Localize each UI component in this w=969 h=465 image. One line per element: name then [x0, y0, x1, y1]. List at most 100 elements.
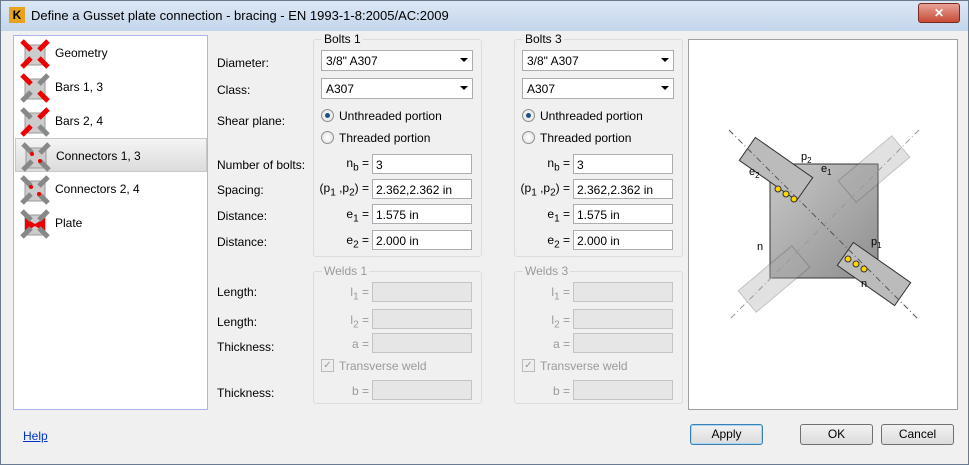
diagram-p2-label: p2 — [801, 151, 812, 165]
e2-symbol: e2 = — [547, 233, 570, 251]
bar-ghost-top-right — [837, 135, 911, 203]
p-symbol: (p1 ,p2) = — [319, 181, 369, 199]
welds1-transverse-label: Transverse weld — [339, 359, 427, 373]
welds3-transverse-checkbox[interactable]: ✓ — [522, 359, 535, 372]
spacing-label: Spacing: — [217, 183, 264, 197]
bolts1-unthreaded-radio[interactable] — [321, 109, 334, 122]
welds1-title: Welds 1 — [322, 264, 370, 278]
welds3-title: Welds 3 — [523, 264, 571, 278]
welds3-l1-input[interactable] — [573, 282, 673, 302]
chevron-down-icon — [460, 86, 468, 90]
welds1-transverse-checkbox[interactable]: ✓ — [321, 359, 334, 372]
bolts1-spacing-input[interactable]: 2.362,2.362 in — [372, 179, 472, 199]
number-of-bolts-label: Number of bolts: — [217, 158, 306, 172]
sidebar-item[interactable]: Bars 2, 4 — [15, 104, 207, 138]
nb-symbol: nb = — [346, 156, 369, 174]
bar-ghost-bottom-left — [737, 245, 811, 313]
chevron-down-icon — [661, 58, 669, 62]
welds3-group: Welds 3 — [514, 264, 683, 404]
section-icon — [20, 107, 50, 137]
bolts3-title: Bolts 3 — [523, 32, 564, 46]
apply-button[interactable]: Apply — [690, 424, 763, 445]
connection-diagram: p2 e1 e2 p1 n n — [688, 39, 958, 410]
welds3-l2-input[interactable] — [573, 309, 673, 329]
diagram-e1-label: e1 — [821, 163, 832, 177]
bolts3-nb-input[interactable]: 3 — [573, 154, 673, 174]
cancel-button[interactable]: Cancel — [881, 424, 954, 445]
bolts1-e1-input[interactable]: 1.575 in — [372, 204, 472, 224]
bolts3-spacing-input[interactable]: 2.362,2.362 in — [573, 179, 673, 199]
section-icon — [21, 142, 51, 172]
sidebar-item[interactable]: Bars 1, 3 — [15, 70, 207, 104]
l2-symbol: l2 = — [350, 313, 369, 331]
welds3-transverse-label: Transverse weld — [540, 359, 628, 373]
shear-plane-label: Shear plane: — [217, 114, 286, 128]
welds3-a-input[interactable] — [573, 333, 673, 353]
a-symbol: a = — [351, 337, 369, 351]
help-link[interactable]: Help — [23, 429, 48, 443]
welds1-b-input[interactable] — [372, 380, 472, 400]
bolts3-unthreaded-radio[interactable] — [522, 109, 535, 122]
thickness-b-label: Thickness: — [217, 386, 275, 400]
ok-button[interactable]: OK — [800, 424, 873, 445]
diagram-n-label: n — [861, 278, 867, 290]
bolts3-e1-input[interactable]: 1.575 in — [573, 204, 673, 224]
distance-e2-label: Distance: — [217, 235, 268, 249]
bolts3-threaded-label: Threaded portion — [540, 131, 632, 145]
sidebar-item-label: Plate — [55, 216, 83, 230]
class-label: Class: — [217, 83, 251, 97]
thickness-a-label: Thickness: — [217, 340, 275, 354]
bar-3-bottom-right — [836, 241, 912, 307]
l2-symbol: l2 = — [551, 313, 570, 331]
bolts3-diameter-select[interactable]: 3/8" A307 — [522, 50, 674, 71]
sidebar-item[interactable]: Plate — [15, 206, 207, 240]
bolts1-diameter-select[interactable]: 3/8" A307 — [321, 50, 473, 71]
nb-symbol: nb = — [547, 156, 570, 174]
sidebar-item[interactable]: Connectors 2, 4 — [15, 172, 207, 206]
l1-symbol: l1 = — [551, 285, 570, 303]
section-icon — [20, 175, 50, 205]
bolts1-threaded-label: Threaded portion — [339, 131, 431, 145]
chevron-down-icon — [661, 86, 669, 90]
bolts3-group: Bolts 3 — [514, 32, 683, 257]
welds3-b-input[interactable] — [573, 380, 673, 400]
section-list: Geometry Bars 1, 3 Bars 2, 4 Connectors 1, … — [13, 35, 208, 410]
welds1-a-input[interactable] — [372, 333, 472, 353]
close-button[interactable]: ✕ — [918, 3, 960, 23]
bolts3-class-select[interactable]: A307 — [522, 78, 674, 99]
sidebar-item-label: Bars 2, 4 — [55, 114, 104, 128]
chevron-down-icon — [460, 58, 468, 62]
sidebar-item[interactable]: Geometry — [15, 36, 207, 70]
e1-symbol: e1 = — [547, 207, 570, 225]
diagram-e2-label: e2 — [749, 166, 760, 180]
a-symbol: a = — [552, 337, 570, 351]
e2-symbol: e2 = — [346, 233, 369, 251]
sidebar-item-label: Connectors 1, 3 — [56, 149, 141, 163]
bolts3-threaded-radio[interactable] — [522, 131, 535, 144]
diagram-n-label-2: n — [757, 241, 763, 253]
diameter-label: Diameter: — [217, 56, 270, 70]
app-logo-icon: K — [9, 7, 25, 23]
bolts1-threaded-radio[interactable] — [321, 131, 334, 144]
window-title: Define a Gusset plate connection - braci… — [31, 8, 449, 23]
distance-e1-label: Distance: — [217, 209, 268, 223]
bolts1-class-select[interactable]: A307 — [321, 78, 473, 99]
diagram-p1-label: p1 — [871, 236, 882, 250]
bolts3-e2-input[interactable]: 2.000 in — [573, 230, 673, 250]
bolts1-e2-input[interactable]: 2.000 in — [372, 230, 472, 250]
sidebar-item[interactable]: Connectors 1, 3 — [15, 138, 207, 172]
bolts1-nb-input[interactable]: 3 — [372, 154, 472, 174]
section-icon — [20, 73, 50, 103]
section-icon — [20, 39, 50, 69]
title-bar: K Define a Gusset plate connection - bra… — [1, 1, 968, 31]
b-symbol: b = — [351, 384, 369, 398]
welds1-l1-input[interactable] — [372, 282, 472, 302]
welds1-group: Welds 1 — [313, 264, 482, 404]
b-symbol: b = — [552, 384, 570, 398]
bolts3-unthreaded-label: Unthreaded portion — [540, 109, 643, 123]
bolts1-group: Bolts 1 — [313, 32, 482, 257]
welds1-l2-input[interactable] — [372, 309, 472, 329]
length-l2-label: Length: — [217, 315, 258, 329]
sidebar-item-label: Geometry — [55, 46, 108, 60]
section-icon — [20, 209, 50, 239]
